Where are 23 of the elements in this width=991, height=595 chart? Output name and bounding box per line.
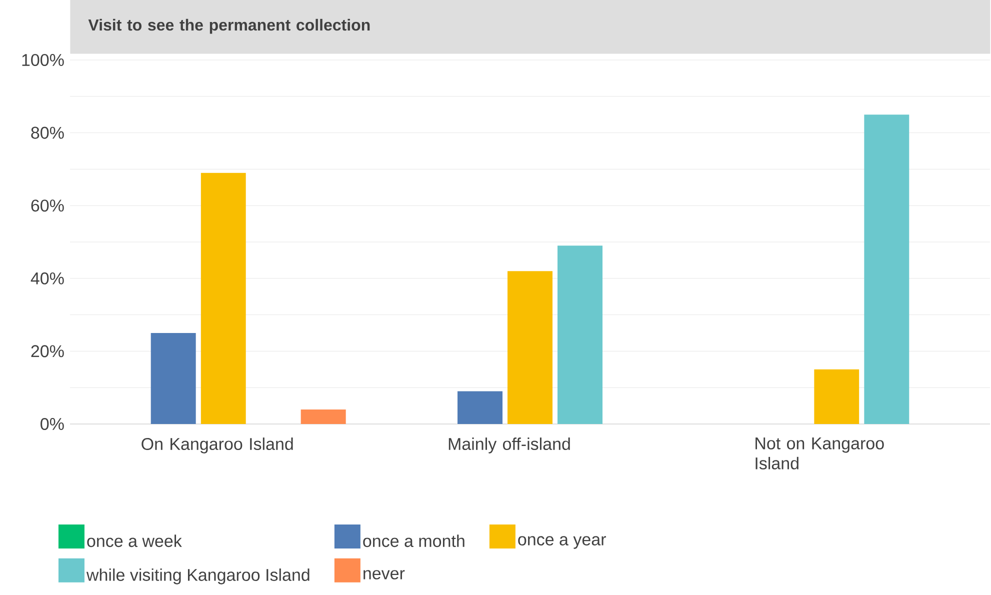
y-tick-label: 60%: [31, 200, 64, 212]
y-tick-label: 20%: [31, 345, 64, 358]
bar: [200, 172, 246, 424]
bar: [150, 333, 196, 424]
bar: [508, 271, 553, 424]
bar: [814, 369, 860, 424]
bar: [864, 114, 910, 424]
chart-title: Visit to see the permanent collection: [88, 18, 370, 34]
legend-label: while visiting Kangaroo Island: [86, 568, 310, 584]
x-tick-label: Not on Kangaroo Island: [756, 438, 884, 470]
x-tick-label: Mainly off-island: [448, 438, 570, 454]
bar: [458, 391, 503, 424]
legend-label: once a week: [87, 534, 182, 548]
bar: [558, 246, 603, 424]
legend-label: once a year: [518, 536, 606, 549]
x-tick-label: On Kangaroo Island: [142, 438, 293, 454]
bar: [300, 409, 346, 424]
y-tick-label: 100%: [22, 54, 64, 66]
legend-label: once a month: [363, 534, 464, 548]
y-tick-label: 80%: [31, 126, 64, 139]
y-tick-label: 0%: [40, 418, 64, 430]
y-tick-label: 40%: [30, 272, 64, 284]
legend-label: never: [364, 570, 405, 580]
